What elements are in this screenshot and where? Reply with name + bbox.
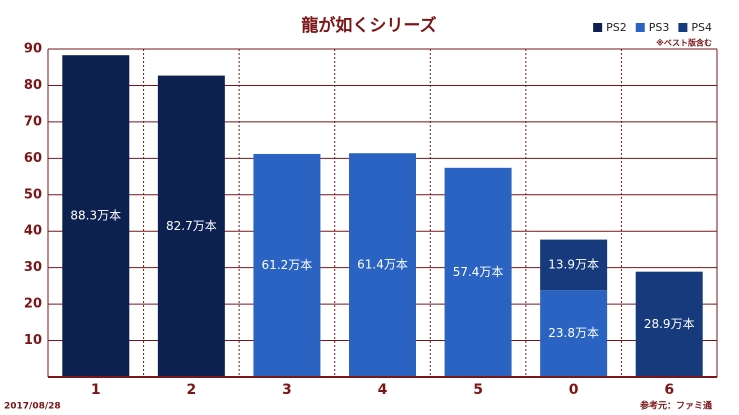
y-tick-label: 30 [24,260,42,275]
legend-label: PS4 [691,21,712,34]
legend-swatch [678,23,688,32]
data-label: 28.9万本 [644,317,695,331]
y-tick-label: 70 [24,114,42,129]
x-tick-label: 2 [186,382,196,398]
data-label: 61.4万本 [357,258,408,272]
x-tick-label: 1 [91,382,101,398]
legend-swatch [635,23,645,32]
y-tick-label: 20 [24,297,42,312]
bar [540,290,608,377]
note: ※ベスト版含む [656,38,712,48]
y-tick-label: 10 [24,333,42,348]
y-tick-label: 80 [24,78,42,93]
x-tick-label: 4 [378,382,388,398]
y-tick-label: 40 [24,224,42,239]
bar [349,153,416,377]
bar [62,55,130,377]
x-tick-label: 6 [664,382,674,398]
legend-label: PS3 [649,21,670,34]
bar [157,75,225,378]
source: 参考元：ファミ通 [640,400,712,412]
y-tick-label: 60 [24,151,42,166]
x-tick-label: 0 [569,382,579,398]
bar [444,167,512,377]
date: 2017/08/28 [4,402,61,412]
data-label: 57.4万本 [453,265,504,279]
bar [253,153,321,377]
x-tick-label: 3 [282,382,292,398]
chart-title: 龍が如くシリーズ [301,15,436,36]
data-label: 82.7万本 [166,219,217,233]
data-label: 13.9万本 [548,257,599,271]
bar [635,271,703,377]
y-tick-label: 50 [24,187,42,202]
legend-swatch [593,23,603,32]
data-label: 23.8万本 [548,326,599,340]
data-label: 61.2万本 [262,258,313,272]
y-tick-label: 90 [24,42,42,57]
x-tick-label: 5 [473,382,483,398]
bar [540,239,608,291]
data-label: 88.3万本 [70,209,121,223]
legend-label: PS2 [606,21,627,34]
